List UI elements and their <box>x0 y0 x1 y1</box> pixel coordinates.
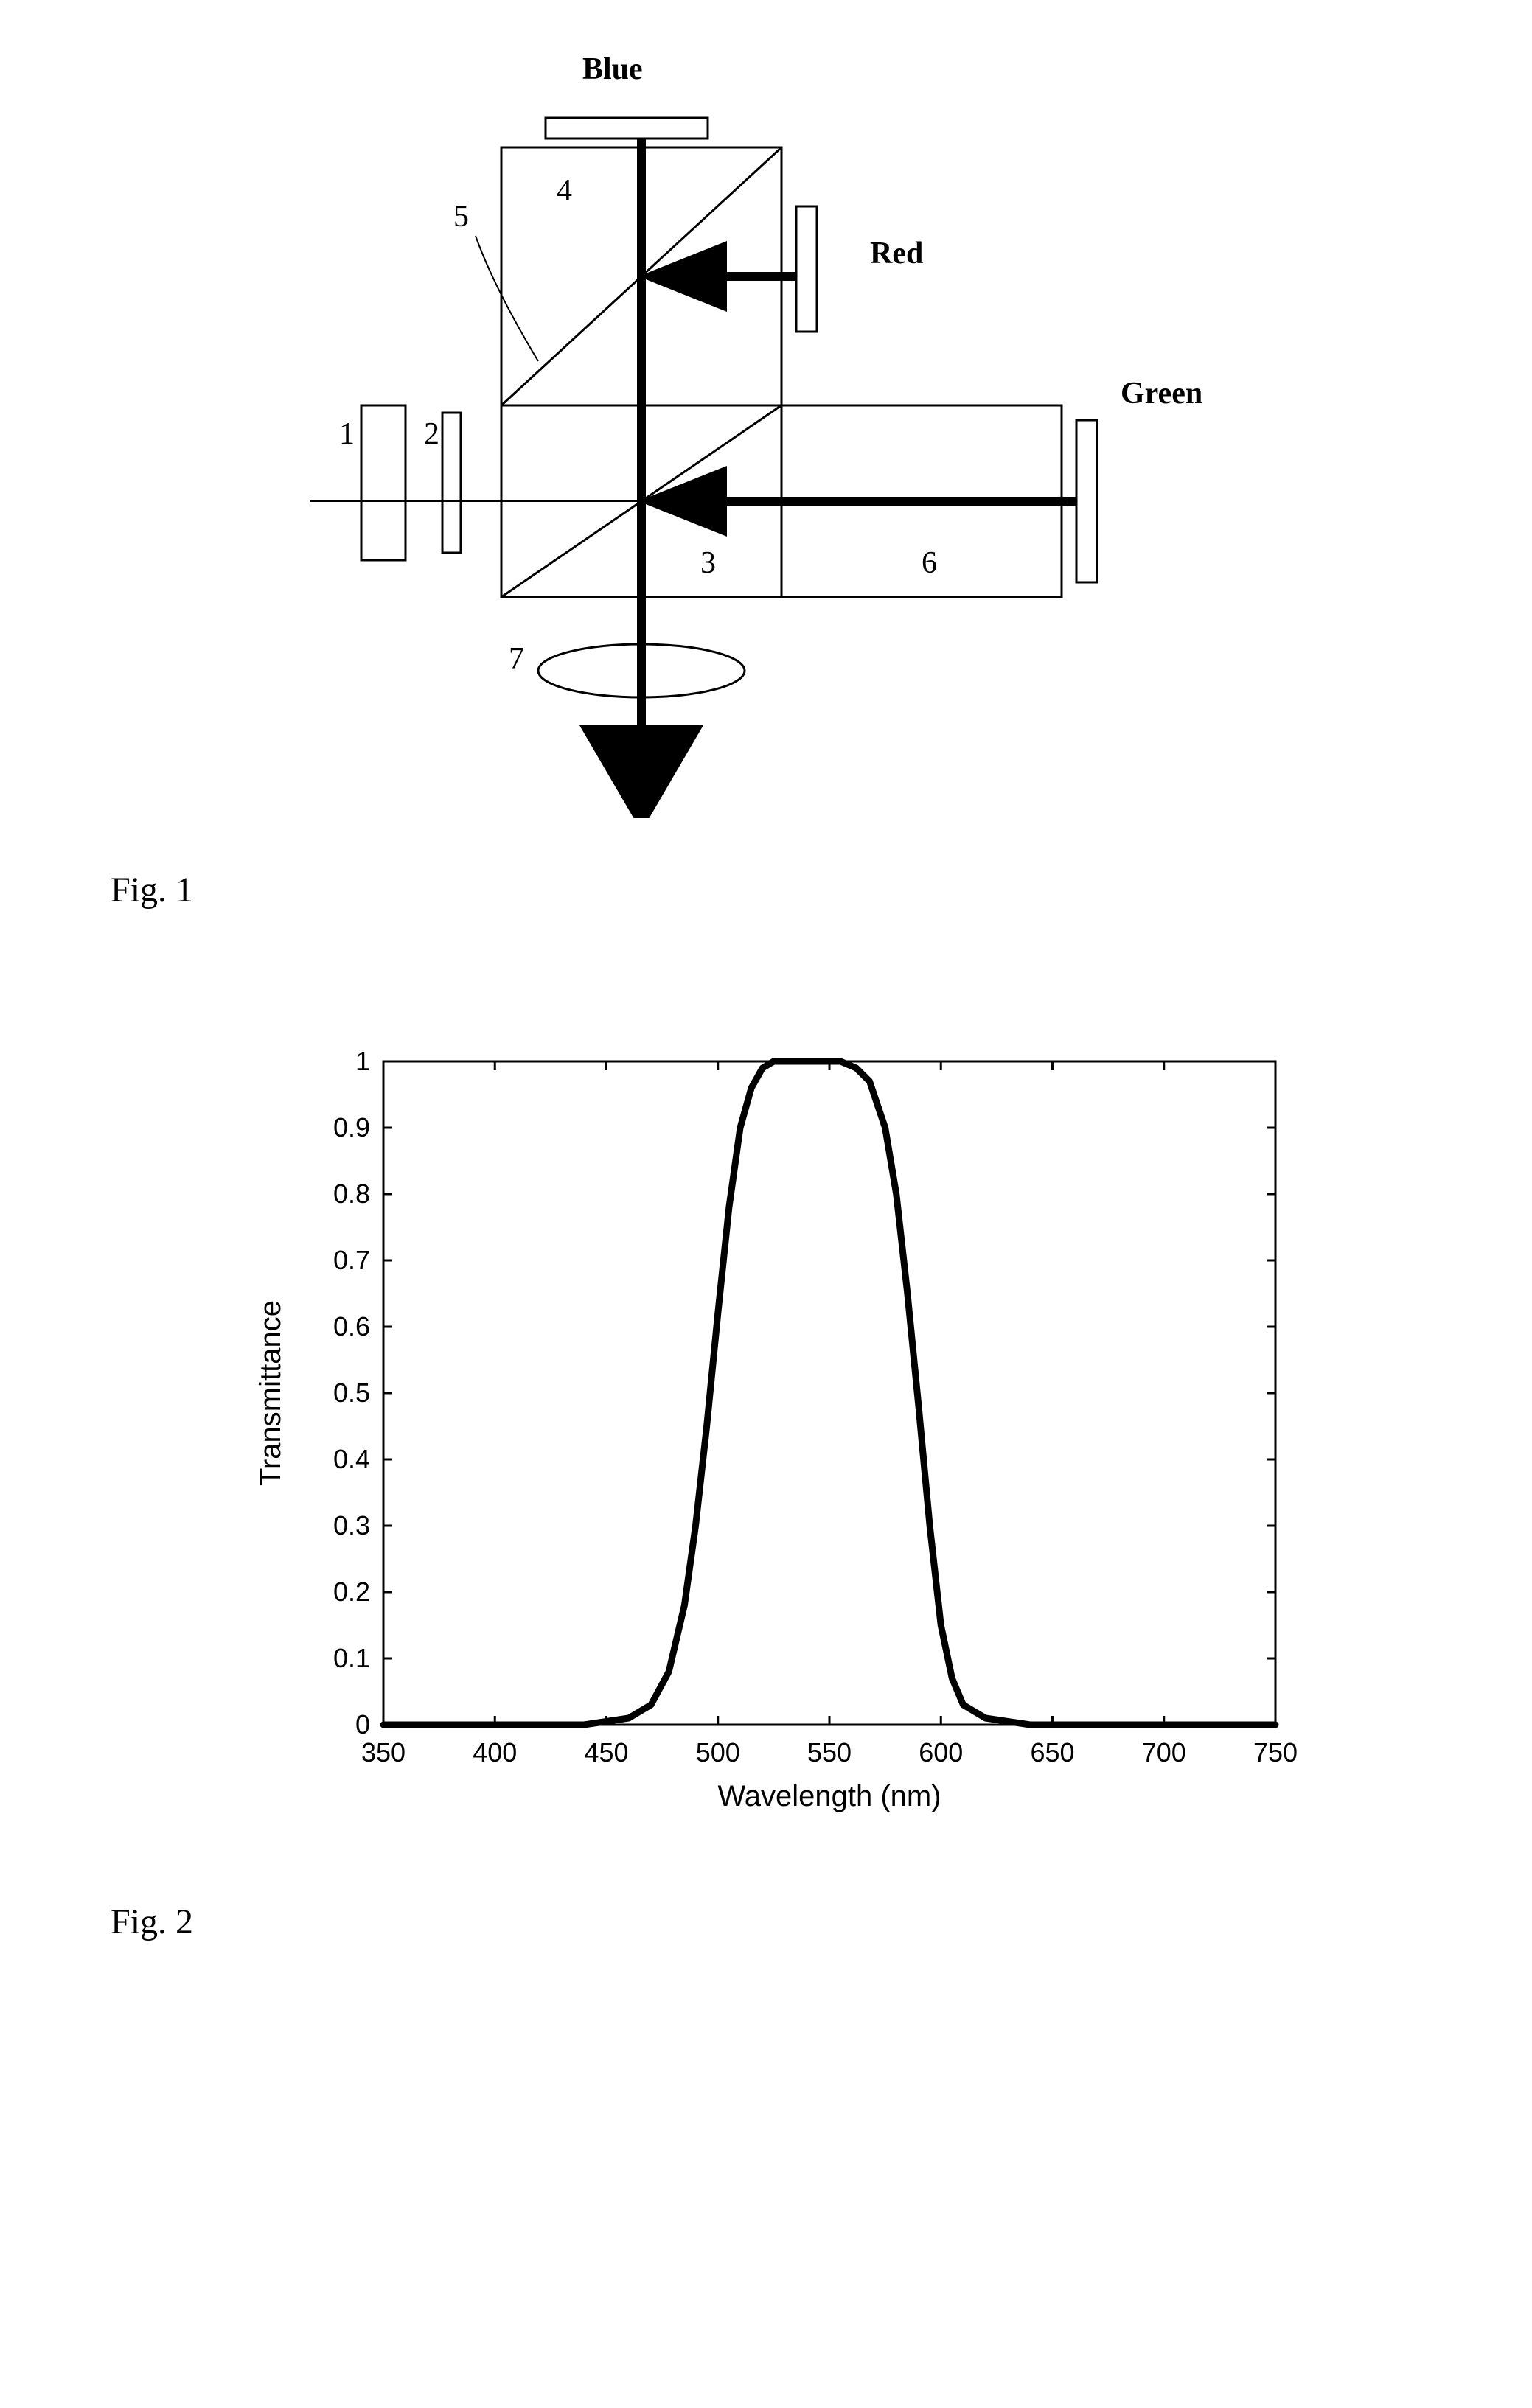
svg-text:1: 1 <box>355 1046 370 1076</box>
fig1-label-blue: Blue <box>582 52 643 87</box>
fig1-label-green: Green <box>1121 376 1202 411</box>
svg-text:500: 500 <box>696 1737 740 1767</box>
svg-text:400: 400 <box>473 1737 517 1767</box>
svg-text:0.3: 0.3 <box>333 1510 370 1540</box>
fig1-label-2: 2 <box>424 416 439 452</box>
fig1-label-red: Red <box>870 236 923 271</box>
svg-text:Wavelength (nm): Wavelength (nm) <box>717 1780 941 1812</box>
fig1-label-7: 7 <box>509 641 524 677</box>
fig1-diagram <box>310 44 1268 818</box>
svg-text:0.1: 0.1 <box>333 1643 370 1673</box>
fig1-label-4: 4 <box>557 173 572 209</box>
svg-text:450: 450 <box>584 1737 628 1767</box>
figure-1: Blue Red Green 1 2 3 4 5 6 7 <box>310 44 1268 818</box>
svg-text:700: 700 <box>1142 1737 1186 1767</box>
fig1-label-5: 5 <box>453 199 469 234</box>
svg-text:Transmittance: Transmittance <box>254 1300 287 1486</box>
svg-text:0.2: 0.2 <box>333 1577 370 1607</box>
fig1-label-1: 1 <box>339 416 355 452</box>
svg-text:0.4: 0.4 <box>333 1444 370 1474</box>
svg-text:550: 550 <box>807 1737 852 1767</box>
fig1-label-6: 6 <box>922 545 937 581</box>
fig1-caption: Fig. 1 <box>111 870 193 910</box>
page: Blue Red Green 1 2 3 4 5 6 7 Fig. 1 3504… <box>0 0 1532 2408</box>
svg-text:0.9: 0.9 <box>333 1112 370 1142</box>
svg-text:0.8: 0.8 <box>333 1179 370 1209</box>
svg-text:0.6: 0.6 <box>333 1311 370 1341</box>
fig1-label-3: 3 <box>700 545 716 581</box>
svg-text:0: 0 <box>355 1709 370 1739</box>
svg-text:600: 600 <box>919 1737 963 1767</box>
figure-2: 350 400 450 500 550 600 650 700 750 0 0.1 0.2 0.3 0.4… <box>236 1032 1305 1843</box>
svg-text:350: 350 <box>361 1737 405 1767</box>
svg-text:0.5: 0.5 <box>333 1378 370 1408</box>
svg-text:650: 650 <box>1030 1737 1074 1767</box>
fig2-caption: Fig. 2 <box>111 1902 193 1942</box>
fig2-chart: 350 400 450 500 550 600 650 700 750 0 0.1 0.2 0.3 0.4… <box>236 1032 1305 1843</box>
svg-text:0.7: 0.7 <box>333 1245 370 1275</box>
svg-text:750: 750 <box>1253 1737 1298 1767</box>
